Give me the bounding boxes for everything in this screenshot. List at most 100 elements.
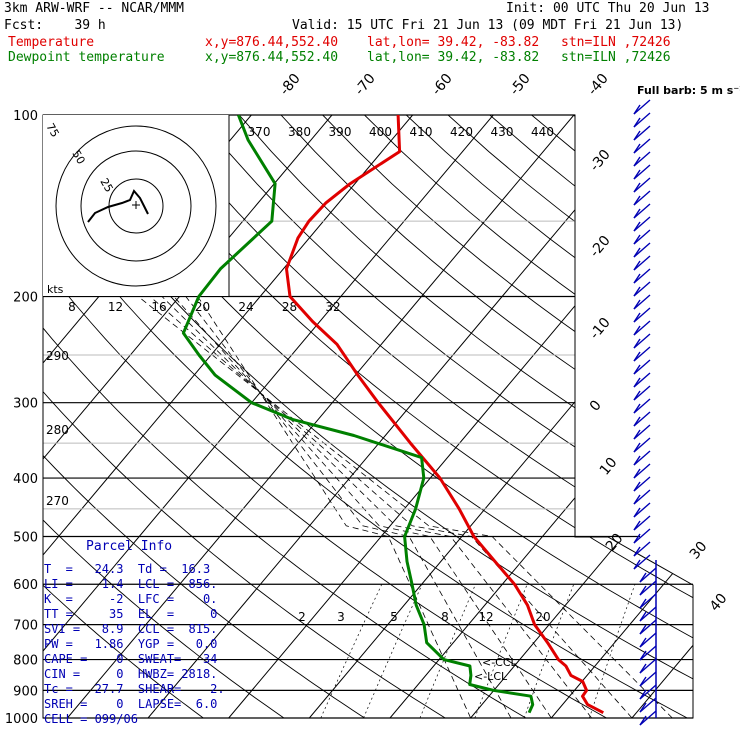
mixing-ratio-label: 2 xyxy=(298,610,306,624)
wind-barb-flag xyxy=(639,676,647,687)
theta-label: 390 xyxy=(329,125,352,139)
wind-barb-legend: Full barb: 5 m s⁻¹ xyxy=(637,84,740,97)
theta-label: 400 xyxy=(369,125,392,139)
isotherm-line xyxy=(147,115,655,718)
wind-barb xyxy=(633,502,651,518)
wind-barb-flag xyxy=(633,221,641,232)
wind-barb xyxy=(633,515,651,531)
mixing-ratio-line xyxy=(589,584,636,718)
theta-label: 430 xyxy=(491,125,514,139)
level-annotation: <-CCL xyxy=(482,656,518,669)
wind-barb-flag xyxy=(633,520,641,531)
isotherm-label: 30 xyxy=(687,539,711,563)
temperature-latlon: lat,lon= 39.42, -83.82 xyxy=(367,35,540,50)
wind-barb-flag xyxy=(633,156,641,167)
wind-barb xyxy=(633,372,651,388)
wind-barb xyxy=(633,411,651,427)
theta-label: 420 xyxy=(450,125,473,139)
wind-barb-flag xyxy=(633,481,641,492)
wind-barb-flag xyxy=(639,611,647,622)
wind-barb-flag xyxy=(633,533,641,544)
parcel-row: LI = 1.4 LCL = 856. xyxy=(44,577,218,591)
mixing-ratio-label: 8 xyxy=(441,610,449,624)
theta-label: 440 xyxy=(531,125,554,139)
mixing-ratio-label: 5 xyxy=(390,610,398,624)
isotherm-label: -30 xyxy=(587,147,614,175)
wind-barb-flag xyxy=(633,182,641,193)
parcel-row: SREH = 0 LAPSE= 6.0 xyxy=(44,697,218,711)
dry-adiabat-line xyxy=(43,115,446,718)
wind-barb xyxy=(639,593,657,609)
wind-barb xyxy=(633,177,651,193)
wind-barb-flag xyxy=(633,273,641,284)
wind-barb xyxy=(633,476,651,492)
theta-side-label: 290 xyxy=(46,349,69,363)
plot-frame xyxy=(42,114,694,719)
hodograph-scale-label: 24 xyxy=(238,300,253,314)
wind-barb-flag xyxy=(633,338,641,349)
mixing-ratio-label: 3 xyxy=(337,610,345,624)
parcel-info-title: Parcel Info xyxy=(86,539,173,554)
wind-barb xyxy=(639,697,657,713)
hodograph-scale-label: 8 xyxy=(68,300,76,314)
parcel-row: K = -2 LFC = 0. xyxy=(44,592,218,606)
hodograph-scale-label: 16 xyxy=(151,300,166,314)
isotherm-label: -20 xyxy=(587,233,614,261)
pressure-label: 500 xyxy=(13,530,38,545)
wind-barb xyxy=(633,450,651,466)
wind-barb xyxy=(633,281,651,297)
wind-barb-flag xyxy=(633,390,641,401)
wind-barb-flag xyxy=(633,260,641,271)
wind-barb xyxy=(639,684,657,700)
header: 3km ARW-WRF -- NCAR/MMM Init: 00 UTC Thu… xyxy=(0,0,740,70)
hodograph: 75 50 25 kts xyxy=(43,115,230,296)
wind-barb-flag xyxy=(633,416,641,427)
forecast-hour: Fcst: 39 h xyxy=(4,18,106,33)
wind-barb xyxy=(633,99,651,115)
dry-adiabat-line xyxy=(489,115,693,718)
mixing-ratio-line xyxy=(474,584,528,718)
parcel-row: SVI = 8.9 CCL = 815. xyxy=(44,622,218,636)
wind-barb-flag xyxy=(633,299,641,310)
wind-barb-flag xyxy=(639,624,647,635)
hodograph-ring-label: 75 xyxy=(43,121,61,140)
temperature-trace xyxy=(285,115,604,715)
wind-barb-flag xyxy=(639,663,647,674)
wind-barb-flag xyxy=(633,377,641,388)
wind-barb xyxy=(633,255,651,271)
wind-barb-flag xyxy=(633,494,641,505)
parcel-row: Tc = 27.7 SHEAR= 2. xyxy=(44,682,225,696)
dewpoint-trace xyxy=(181,115,535,714)
sounding-traces xyxy=(181,115,604,715)
dewpoint-latlon: lat,lon= 39.42, -83.82 xyxy=(367,50,540,65)
dry-adiabat-line xyxy=(447,115,693,718)
wind-barb xyxy=(633,268,651,284)
isotherm-line xyxy=(67,115,575,718)
wind-barb xyxy=(633,554,651,570)
hodograph-ring xyxy=(55,125,217,287)
init-time: Init: 00 UTC Thu 20 Jun 13 xyxy=(506,1,710,16)
mixing-ratio-label: 12 xyxy=(478,610,493,624)
dry-adiabat-line xyxy=(405,115,693,718)
dry-adiabat-line xyxy=(614,115,693,718)
isotherm-label: 10 xyxy=(597,455,621,479)
wind-barb xyxy=(633,307,651,323)
wind-barb xyxy=(633,216,651,232)
dry-adiabat-line xyxy=(656,115,693,718)
parcel-row: T = 24.3 Td = 16.3 xyxy=(44,562,211,576)
parcel-row: CELL = 099/06 xyxy=(44,712,138,726)
wind-barb xyxy=(633,112,651,128)
pressure-label: 700 xyxy=(13,619,38,634)
hodograph-ring-label: 50 xyxy=(69,148,87,167)
wind-barb xyxy=(633,437,651,453)
wind-barb-flag xyxy=(633,546,641,557)
wind-barb-flag xyxy=(633,325,641,336)
pressure-label: 100 xyxy=(13,109,38,124)
wind-barb xyxy=(639,580,657,596)
wind-barb-flag xyxy=(639,572,647,583)
isotherm-line xyxy=(713,115,740,718)
wind-barb-flag xyxy=(633,130,641,141)
wind-barb-flag xyxy=(633,559,641,570)
mixing-ratio-line xyxy=(320,584,383,718)
dry-adiabat-line xyxy=(43,115,204,718)
